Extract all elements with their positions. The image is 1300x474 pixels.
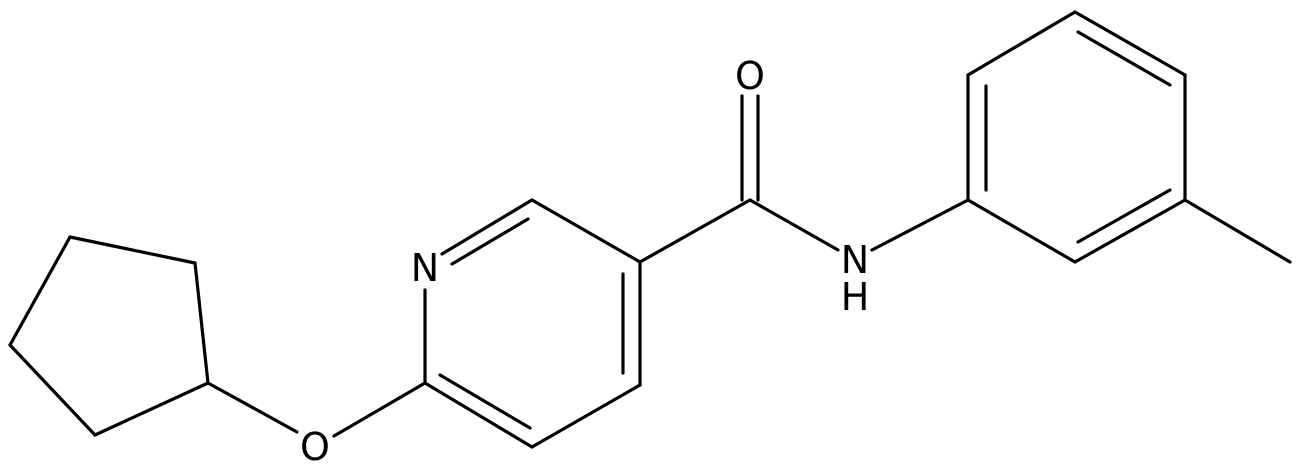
atom-label: O xyxy=(300,425,330,469)
atom-label: O xyxy=(735,54,765,98)
atom-label: N xyxy=(841,238,869,282)
bonds xyxy=(8,10,1292,449)
atom-label: H xyxy=(841,275,870,319)
atom-label: N xyxy=(411,246,439,290)
